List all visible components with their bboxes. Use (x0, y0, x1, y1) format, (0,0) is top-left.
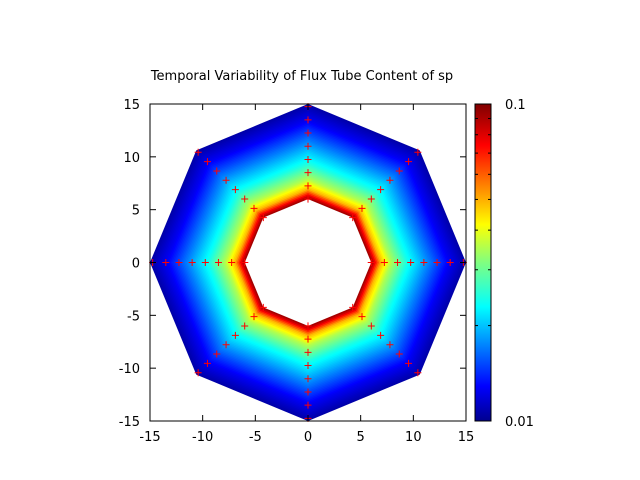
x-tick-label: 0 (304, 430, 312, 445)
data-marker (304, 335, 312, 343)
data-marker (420, 259, 428, 266)
y-tick-label: -5 (127, 309, 140, 324)
data-marker (394, 259, 402, 266)
data-marker (407, 259, 415, 266)
data-marker (304, 195, 312, 203)
data-marker (386, 176, 394, 184)
data-marker (304, 116, 312, 124)
data-marker (380, 259, 388, 266)
x-tick-label: 10 (405, 430, 422, 445)
colorbar: 0.1 0.01 (474, 98, 534, 430)
data-marker (241, 195, 249, 203)
data-marker (304, 169, 312, 177)
colorbar-ticks (475, 103, 491, 422)
data-marker (175, 259, 183, 266)
data-marker (433, 259, 441, 266)
data-marker (349, 303, 357, 311)
data-marker (304, 129, 312, 137)
data-marker (250, 204, 258, 212)
data-marker (358, 313, 366, 321)
y-axis: 15 10 5 0 -5 -10 -15 (119, 98, 466, 430)
data-marker (367, 195, 375, 203)
data-marker (304, 142, 312, 150)
data-marker (203, 359, 211, 367)
data-marker (349, 214, 357, 222)
data-marker (358, 204, 366, 212)
data-marker (222, 176, 230, 184)
data-marker (259, 214, 267, 222)
data-marker (304, 155, 312, 163)
data-marker (414, 148, 422, 156)
chart-title: Temporal Variability of Flux Tube Conten… (150, 69, 453, 84)
y-tick-label: 0 (132, 257, 140, 272)
data-marker (304, 322, 312, 330)
data-marker (203, 158, 211, 166)
data-marker (304, 401, 312, 409)
data-marker (446, 259, 454, 266)
data-marker (231, 186, 239, 194)
data-marker (188, 259, 196, 266)
x-tick-label: -10 (192, 430, 213, 445)
data-marker (386, 341, 394, 349)
data-marker (377, 331, 385, 339)
data-marker (367, 322, 375, 330)
y-tick-label: -10 (119, 362, 140, 377)
data-marker (250, 313, 258, 321)
data-marker (228, 259, 236, 266)
data-marker (259, 303, 267, 311)
colorbar-gradient (474, 103, 492, 422)
data-marker (414, 369, 422, 377)
colorbar-label-min: 0.01 (505, 415, 534, 430)
y-tick-label: 10 (123, 151, 140, 166)
x-axis: -15 -10 -5 0 5 10 15 (139, 104, 474, 445)
data-marker (214, 259, 222, 266)
data-marker (405, 158, 413, 166)
data-marker (377, 186, 385, 194)
x-tick-label: 5 (357, 430, 365, 445)
data-marker (395, 167, 403, 175)
data-marker (213, 167, 221, 175)
data-marker (304, 375, 312, 383)
colorbar-label-max: 0.1 (505, 98, 526, 113)
data-marker (241, 259, 249, 266)
data-marker (304, 182, 312, 190)
inner-hole (244, 199, 372, 326)
y-tick-label: -15 (119, 415, 140, 430)
data-marker (231, 331, 239, 339)
data-marker (304, 362, 312, 370)
data-marker (405, 359, 413, 367)
data-marker (162, 259, 170, 266)
x-tick-label: -15 (139, 430, 160, 445)
data-marker (213, 350, 221, 358)
x-tick-label: -5 (249, 430, 262, 445)
heatmap-field (150, 104, 466, 421)
data-marker (194, 369, 202, 377)
data-marker (201, 259, 209, 266)
data-marker (194, 148, 202, 156)
data-marker (241, 322, 249, 330)
marker-series (149, 103, 467, 422)
data-marker (395, 350, 403, 358)
y-tick-label: 5 (132, 204, 140, 219)
data-marker (304, 348, 312, 356)
data-marker (304, 388, 312, 396)
y-tick-label: 15 (123, 98, 140, 113)
x-tick-label: 15 (458, 430, 475, 445)
data-marker (222, 341, 230, 349)
data-marker (367, 259, 375, 266)
